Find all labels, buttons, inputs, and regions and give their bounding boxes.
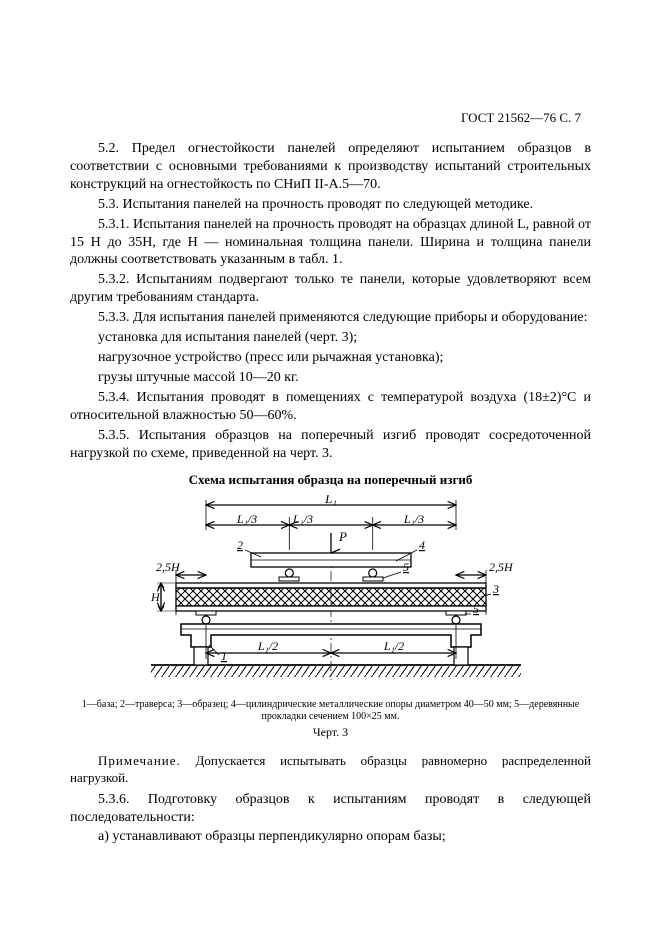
svg-text:H: H [150,590,161,604]
paragraph-5-3-3-b: нагрузочное устройство (пресс или рычажн… [70,349,591,367]
svg-text:4: 4 [419,538,425,552]
note-label: Примечание. [98,753,181,768]
svg-text:1: 1 [221,649,227,663]
figure-number: Черт. 3 [70,725,591,740]
svg-text:L₁/2: L₁/2 [382,639,403,653]
note: Примечание. Допускается испытывать образ… [70,753,591,786]
svg-text:2,5H: 2,5H [156,560,181,574]
paragraph-5-3: 5.3. Испытания панелей на прочность пров… [70,196,591,214]
svg-text:2,5H: 2,5H [489,560,514,574]
paragraph-5-3-4: 5.3.4. Испытания проводят в помещениях с… [70,389,591,425]
paragraph-5-3-5: 5.3.5. Испытания образцов на поперечный … [70,427,591,463]
paragraph-5-3-1: 5.3.1. Испытания панелей на прочность пр… [70,216,591,270]
svg-text:L₁/2: L₁/2 [256,639,277,653]
svg-text:P: P [338,529,347,544]
paragraph-5-3-3: 5.3.3. Для испытания панелей применяются… [70,309,591,327]
figure-title: Схема испытания образца на поперечный из… [70,472,591,489]
header-page-id: ГОСТ 21562—76 С. 7 [461,110,581,127]
svg-text:L₁/3: L₁/3 [291,512,312,526]
paragraph-5-2: 5.2. Предел огнестойкости панелей опреде… [70,140,591,194]
svg-text:L₁/3: L₁/3 [402,512,423,526]
svg-text:3: 3 [492,582,499,596]
svg-text:2: 2 [237,538,243,552]
svg-text:5: 5 [403,560,409,574]
page: ГОСТ 21562—76 С. 7 5.2. Предел огнестойк… [0,0,661,935]
body-content: 5.2. Предел огнестойкости панелей опреде… [70,140,591,846]
svg-text:5: 5 [473,602,479,616]
svg-text:L₁/3: L₁/3 [235,512,256,526]
paragraph-5-3-2: 5.3.2. Испытаниям подвергают только те п… [70,271,591,307]
paragraph-5-3-3-a: установка для испытания панелей (черт. 3… [70,329,591,347]
paragraph-5-3-6-a: а) устанавливают образцы перпендикулярно… [70,828,591,846]
paragraph-5-3-3-c: грузы штучные массой 10—20 кг. [70,369,591,387]
svg-text:L₁: L₁ [324,495,337,506]
figure-diagram: L₁ L₁/3 L₁/3 L₁/3 P 2 4 [121,495,541,695]
paragraph-5-3-6: 5.3.6. Подготовку образцов к испытаниям … [70,791,591,827]
figure-caption: 1—база; 2—траверса; 3—образец; 4—цилиндр… [70,699,591,723]
